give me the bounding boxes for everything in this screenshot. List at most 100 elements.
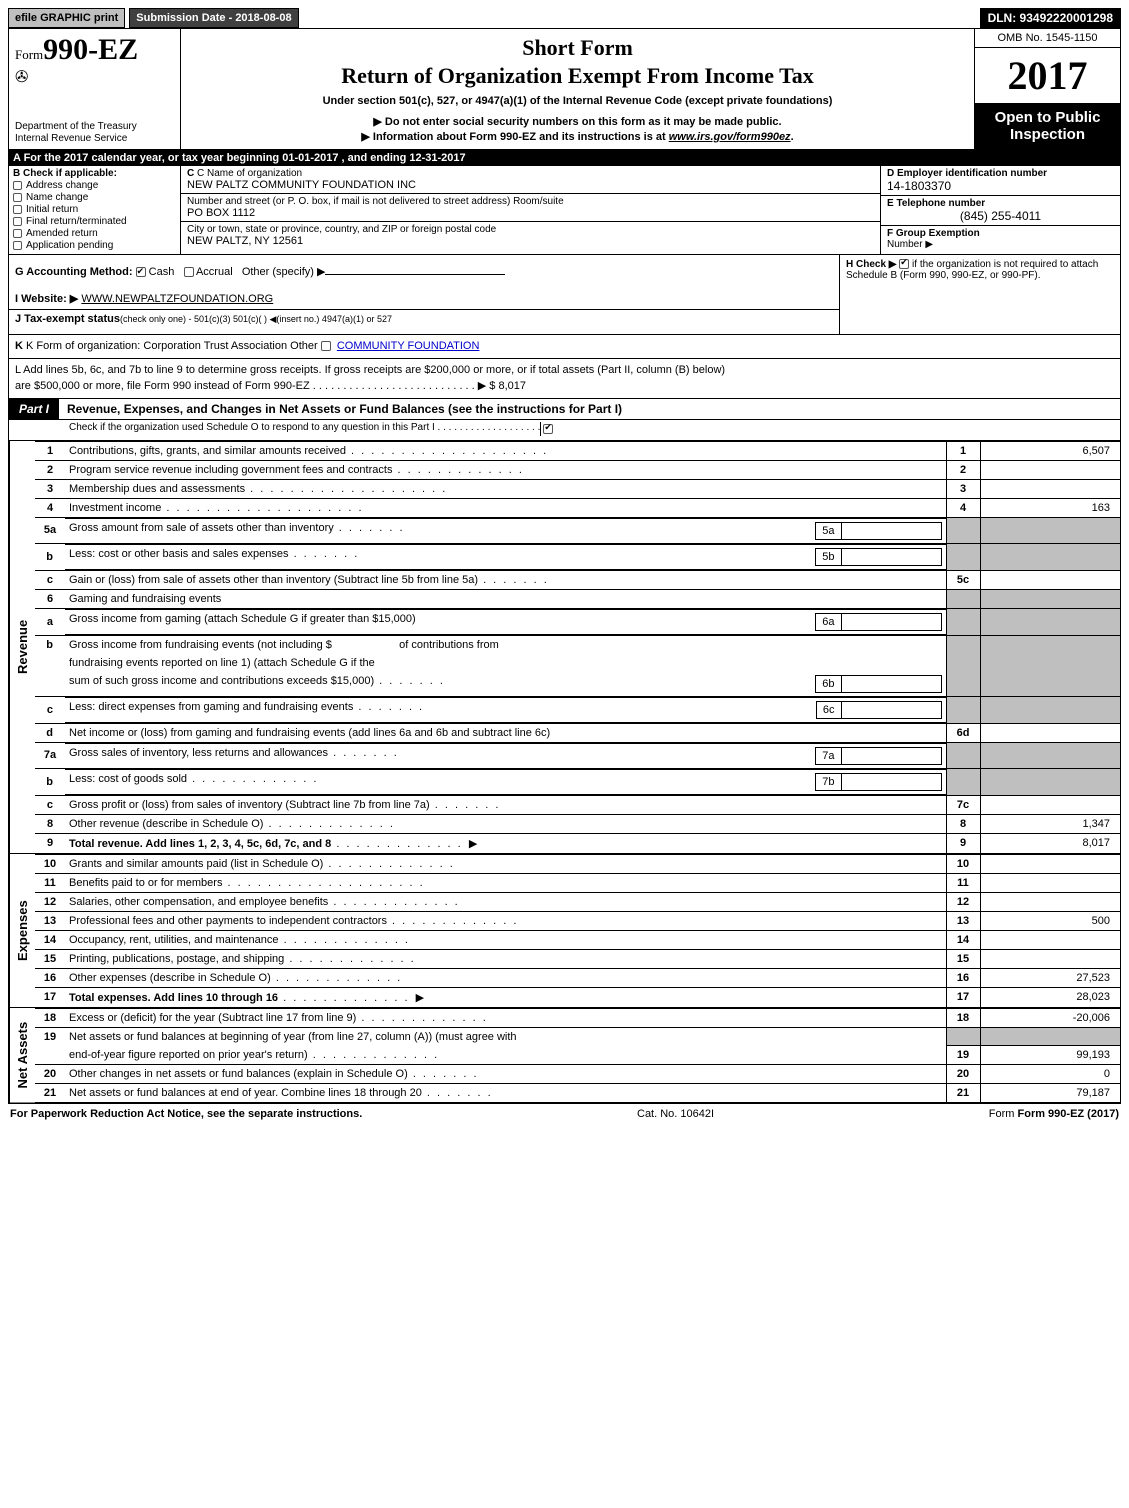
line-amount: 27,523 xyxy=(980,968,1120,987)
line-6d: dNet income or (loss) from gaming and fu… xyxy=(35,723,1120,742)
line-num: a xyxy=(35,608,65,635)
line-16: 16Other expenses (describe in Schedule O… xyxy=(35,968,1120,987)
g-accounting-method: G Accounting Method: Cash Accrual Other … xyxy=(15,265,833,278)
line-desc: Grants and similar amounts paid (list in… xyxy=(65,854,946,873)
line-box: 6d xyxy=(946,723,980,742)
checkbox-icon xyxy=(13,241,22,250)
chk-initial-return[interactable]: Initial return xyxy=(13,204,176,215)
f-label: F Group Exemption xyxy=(887,228,980,239)
line-2: 2Program service revenue including gover… xyxy=(35,460,1120,479)
line-num: b xyxy=(35,544,65,571)
line-desc: Net assets or fund balances at end of ye… xyxy=(65,1084,946,1103)
line-box-shade xyxy=(946,769,980,796)
mini-box: 7a xyxy=(815,747,841,765)
community-foundation-link[interactable]: COMMUNITY FOUNDATION xyxy=(337,340,480,352)
line-box-shade xyxy=(946,654,980,672)
line-num: 5a xyxy=(35,517,65,544)
checkbox-icon xyxy=(543,424,553,434)
line-num: d xyxy=(35,723,65,742)
other-input-line[interactable] xyxy=(325,274,505,275)
chk-final-return[interactable]: Final return/terminated xyxy=(13,216,176,227)
e-label: E Telephone number xyxy=(887,198,985,209)
line-7a: 7aGross sales of inventory, less returns… xyxy=(35,742,1120,769)
line-amount: 6,507 xyxy=(980,441,1120,460)
d-label: D Employer identification number xyxy=(887,168,1047,179)
i-value[interactable]: WWW.NEWPALTZFOUNDATION.ORG xyxy=(81,293,273,305)
k-text: K Form of organization: Corporation Trus… xyxy=(26,340,321,352)
chk-name-change[interactable]: Name change xyxy=(13,192,176,203)
line-box: 2 xyxy=(946,460,980,479)
mini-box: 5b xyxy=(815,548,841,566)
page-footer: For Paperwork Reduction Act Notice, see … xyxy=(8,1104,1121,1120)
line-num xyxy=(35,1046,65,1065)
dept-line1: Department of the Treasury xyxy=(15,121,174,133)
e-telephone: E Telephone number (845) 255-4011 xyxy=(881,196,1120,226)
checkbox-icon xyxy=(13,181,22,190)
line-12: 12Salaries, other compensation, and empl… xyxy=(35,892,1120,911)
line-num: 10 xyxy=(35,854,65,873)
form-frame: Form990-EZ ✇ Department of the Treasury … xyxy=(8,28,1121,1104)
chk-amended-return[interactable]: Amended return xyxy=(13,228,176,239)
row-a-prefix: A For the 2017 calendar year, or tax yea… xyxy=(13,152,282,164)
line-8: 8Other revenue (describe in Schedule O)8… xyxy=(35,814,1120,833)
line-box-shade xyxy=(946,635,980,654)
line-box: 9 xyxy=(946,833,980,853)
addr-label: Number and street (or P. O. box, if mail… xyxy=(187,196,874,207)
line-box: 5c xyxy=(946,570,980,589)
line-19b: end-of-year figure reported on prior yea… xyxy=(35,1046,1120,1065)
line-amount: 99,193 xyxy=(980,1046,1120,1065)
line-num: 20 xyxy=(35,1065,65,1084)
line-num: 17 xyxy=(35,987,65,1007)
line-num: c xyxy=(35,570,65,589)
line-desc: Less: direct expenses from gaming and fu… xyxy=(65,697,946,723)
expenses-section: Expenses 10Grants and similar amounts pa… xyxy=(9,854,1120,1008)
net-assets-section: Net Assets 18Excess or (deficit) for the… xyxy=(9,1008,1120,1104)
corp-checkbox-icon[interactable] xyxy=(321,341,331,351)
city-label: City or town, state or province, country… xyxy=(187,224,874,235)
form-number: Form990-EZ xyxy=(15,33,174,67)
f-group-exemption: F Group Exemption Number ▶ xyxy=(881,226,1120,252)
c-org-name: C C Name of organization NEW PALTZ COMMU… xyxy=(181,166,880,194)
line-desc: Less: cost of goods sold7b xyxy=(65,769,946,795)
irs-link[interactable]: www.irs.gov/form990ez xyxy=(669,131,791,143)
line-amount-shade xyxy=(980,742,1120,769)
line-box: 21 xyxy=(946,1084,980,1103)
tax-year: 2017 xyxy=(974,48,1120,103)
line-desc: Gross sales of inventory, less returns a… xyxy=(65,743,946,769)
line-amount-shade xyxy=(980,654,1120,672)
form-prefix: Form xyxy=(15,47,43,62)
line-18: 18Excess or (deficit) for the year (Subt… xyxy=(35,1008,1120,1027)
accrual-label: Accrual xyxy=(196,266,233,278)
line-amount xyxy=(980,795,1120,814)
line-desc: Benefits paid to or for members xyxy=(65,873,946,892)
line-desc: Excess or (deficit) for the year (Subtra… xyxy=(65,1008,946,1027)
open-to-public: Open to Public Inspection xyxy=(974,103,1120,149)
j-tax-exempt: J Tax-exempt status(check only one) - 50… xyxy=(9,309,839,328)
cash-checkbox-icon[interactable] xyxy=(136,267,146,277)
line-9: 9Total revenue. Add lines 1, 2, 3, 4, 5c… xyxy=(35,833,1120,853)
line-desc: Gain or (loss) from sale of assets other… xyxy=(65,570,946,589)
chk-address-change[interactable]: Address change xyxy=(13,180,176,191)
block-b-through-f: B Check if applicable: Address change Na… xyxy=(9,166,1120,255)
line-amount-shade xyxy=(980,608,1120,635)
accrual-checkbox-icon[interactable] xyxy=(184,267,194,277)
d-value: 14-1803370 xyxy=(887,179,1114,193)
line-amount xyxy=(980,723,1120,742)
chk-application-pending[interactable]: Application pending xyxy=(13,240,176,251)
line-box: 4 xyxy=(946,498,980,517)
line-num: 6 xyxy=(35,589,65,608)
line-amount: 8,017 xyxy=(980,833,1120,853)
row-a-begin: 01-01-2017 xyxy=(282,152,338,164)
footer-right: Form Form 990-EZ (2017) xyxy=(989,1108,1119,1120)
main-title: Return of Organization Exempt From Incom… xyxy=(189,63,966,89)
line-num xyxy=(35,654,65,672)
submission-date-button[interactable]: Submission Date - 2018-08-08 xyxy=(129,8,298,28)
line-amount-shade xyxy=(980,769,1120,796)
line-amount xyxy=(980,930,1120,949)
line-num: 15 xyxy=(35,949,65,968)
h-checkbox-icon[interactable] xyxy=(899,259,909,269)
line-6: 6Gaming and fundraising events xyxy=(35,589,1120,608)
efile-print-button[interactable]: efile GRAPHIC print xyxy=(8,8,125,28)
line-amount-shade xyxy=(980,697,1120,724)
schedule-o-checkbox[interactable] xyxy=(540,422,558,436)
